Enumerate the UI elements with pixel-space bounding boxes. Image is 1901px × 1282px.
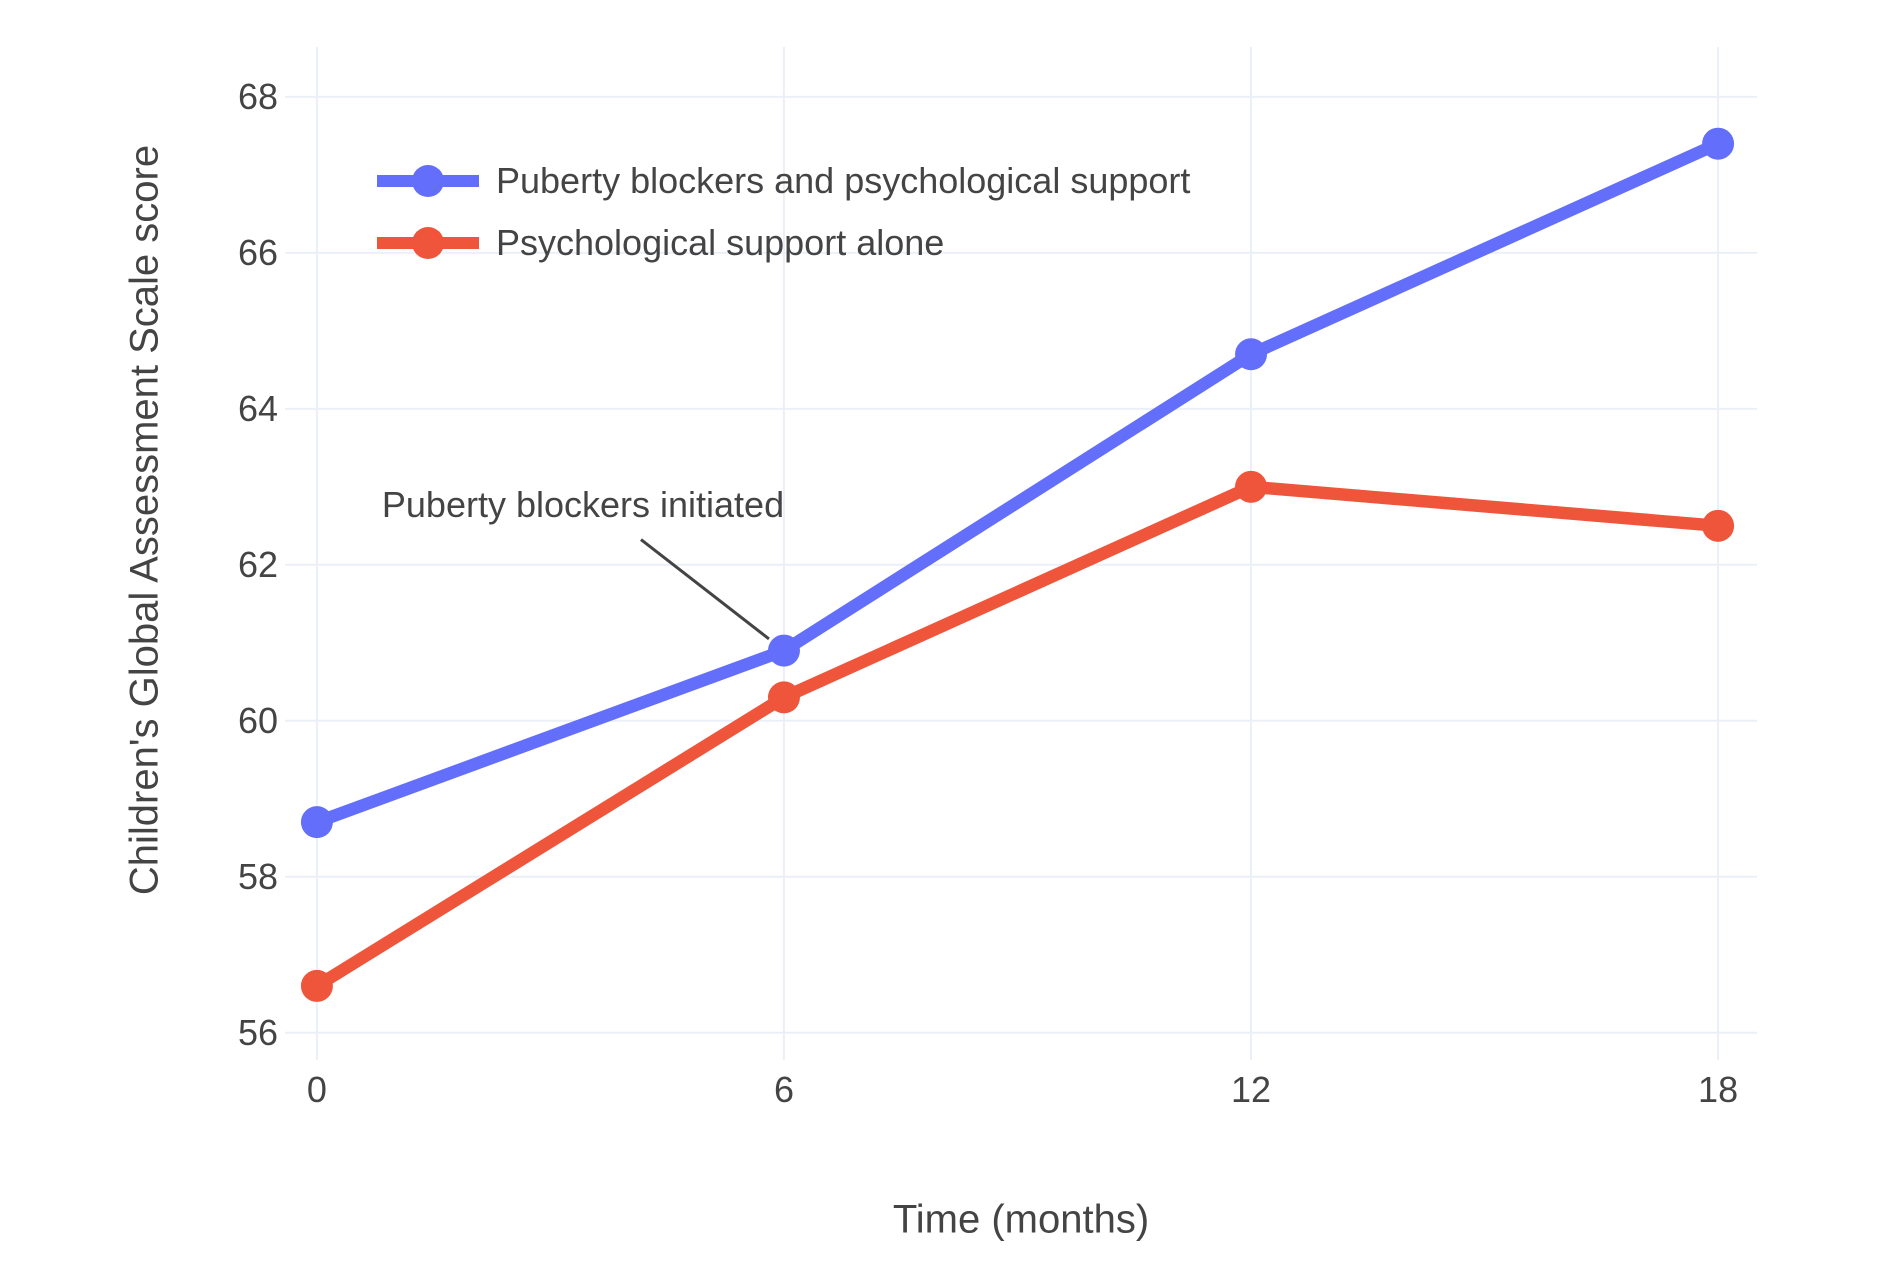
y-tick-label: 62 xyxy=(237,543,278,585)
y-tick-label: 66 xyxy=(237,231,278,273)
data-point[interactable] xyxy=(300,969,333,1002)
x-axis-title: Time (months) xyxy=(892,1197,1150,1242)
x-tick-label: 0 xyxy=(306,1069,327,1110)
legend-label: Puberty blockers and psychological suppo… xyxy=(496,160,1191,201)
legend: Puberty blockers and psychological suppo… xyxy=(377,153,1190,277)
data-point[interactable] xyxy=(767,681,800,714)
data-point[interactable] xyxy=(1702,509,1735,542)
series-line-1 xyxy=(310,480,1725,993)
y-axis-title: Children's Global Assessment Scale score xyxy=(122,144,167,896)
y-tick-label: 68 xyxy=(237,75,278,117)
legend-swatch-icon xyxy=(377,227,479,259)
series-line-0 xyxy=(310,137,1725,829)
data-point[interactable] xyxy=(767,634,800,667)
y-tick-label: 64 xyxy=(237,387,278,429)
data-point[interactable] xyxy=(1702,127,1735,160)
legend-swatch-icon xyxy=(377,165,479,197)
annotation-leader-line xyxy=(640,538,770,641)
x-tick-label: 18 xyxy=(1698,1069,1739,1110)
data-point[interactable] xyxy=(300,806,333,839)
y-tick-label: 60 xyxy=(237,699,278,741)
legend-label: Psychological support alone xyxy=(496,222,945,263)
data-point[interactable] xyxy=(1235,470,1268,503)
y-tick-label: 56 xyxy=(237,1011,278,1053)
legend-item-1[interactable]: Psychological support alone xyxy=(377,215,1190,271)
y-tick-label: 58 xyxy=(237,855,278,897)
x-tick-label: 6 xyxy=(773,1069,794,1110)
annotation-text: Puberty blockers initiated xyxy=(381,484,785,525)
legend-item-0[interactable]: Puberty blockers and psychological suppo… xyxy=(377,153,1190,209)
data-point[interactable] xyxy=(1235,338,1268,371)
x-tick-label: 12 xyxy=(1230,1069,1272,1110)
